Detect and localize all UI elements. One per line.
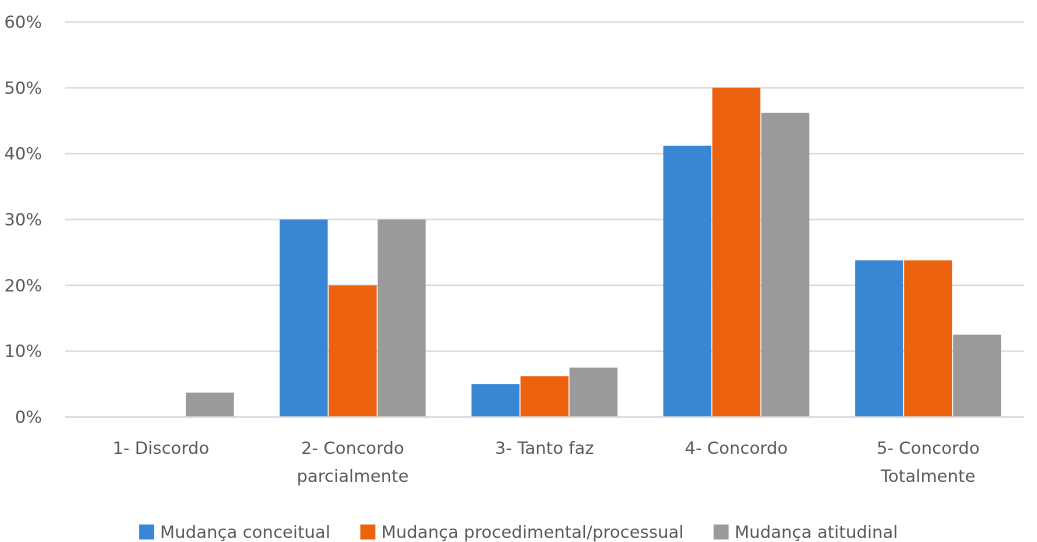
bar-series1-cat3 <box>471 384 520 417</box>
x-category-label-line: Totalmente <box>880 467 976 487</box>
legend-item-3: Mudança atitudinal <box>713 523 898 542</box>
legend-item-1: Mudança conceitual <box>139 523 330 542</box>
bar-series2-cat5 <box>904 260 953 417</box>
y-axis: 0% 10% 20% 30% 40% 50% 60% <box>4 13 42 428</box>
x-category-label-line: 3- Tanto faz <box>495 439 594 459</box>
legend-swatch <box>360 524 376 540</box>
legend-label: Mudança atitudinal <box>735 523 898 542</box>
x-category-label: 1- Discordo <box>113 439 210 459</box>
y-tick-label: 40% <box>4 145 42 165</box>
x-category-label: 3- Tanto faz <box>495 439 594 459</box>
y-tick-label: 50% <box>4 79 42 99</box>
legend-item-2: Mudança procedimental/processual <box>360 523 684 542</box>
x-category-label-line: 2- Concordo <box>301 439 404 459</box>
legend-label: Mudança procedimental/processual <box>381 523 683 542</box>
bars <box>185 87 1002 417</box>
x-category-label: 4- Concordo <box>685 439 788 459</box>
x-category-label-line: 4- Concordo <box>685 439 788 459</box>
bar-series3-cat4 <box>761 112 810 417</box>
gridlines <box>65 21 1024 418</box>
x-category-label-line: 1- Discordo <box>113 439 210 459</box>
bar-series1-cat4 <box>663 145 712 417</box>
bar-series2-cat2 <box>328 285 377 417</box>
y-tick-label: 0% <box>15 408 42 428</box>
bar-series2-cat3 <box>520 376 569 417</box>
x-category-label: 2- Concordo parcialmente <box>297 439 409 487</box>
bar-series1-cat5 <box>855 260 904 417</box>
y-tick-label: 20% <box>4 276 42 296</box>
bar-series1-cat2 <box>279 219 328 417</box>
x-axis: 1- Discordo 2- Concordo parcialmente 3- Tan… <box>65 416 1024 487</box>
legend-label: Mudança conceitual <box>160 523 330 542</box>
legend: Mudança conceitual Mudança procedimental/… <box>139 523 898 542</box>
bar-series3-cat3 <box>569 367 618 417</box>
bar-series3-cat2 <box>377 219 426 417</box>
bar-series3-cat1 <box>185 392 234 417</box>
x-category-label-line: parcialmente <box>297 467 409 487</box>
bar-series2-cat4 <box>712 87 761 417</box>
x-category-label-line: 5- Concordo <box>877 439 980 459</box>
bar-series3-cat5 <box>953 334 1002 417</box>
y-tick-label: 60% <box>4 13 42 33</box>
y-tick-label: 30% <box>4 211 42 231</box>
legend-swatch <box>713 524 729 540</box>
legend-swatch <box>139 524 155 540</box>
y-tick-label: 10% <box>4 342 42 362</box>
x-category-label: 5- Concordo Totalmente <box>877 439 980 487</box>
